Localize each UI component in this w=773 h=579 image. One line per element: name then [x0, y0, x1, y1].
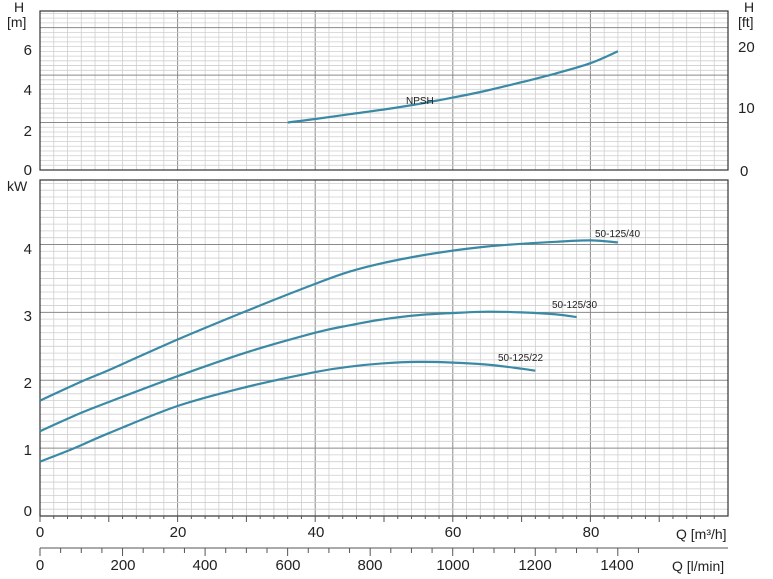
npsh-y-left-label-line1: H [14, 0, 24, 15]
npsh-y-left-tick: 2 [24, 123, 32, 140]
x-bottom-tick: 600 [275, 557, 300, 574]
power-panel: kW 0 1 2 3 4 50-125/40 50-125/30 50-125/… [7, 178, 729, 520]
npsh-series-line [287, 50, 619, 124]
npsh-panel-frame [39, 10, 729, 171]
power-series-label: 50-125/40 [595, 229, 640, 240]
npsh-y-left-tick: 4 [24, 82, 32, 99]
x-top-tick: 80 [583, 524, 600, 541]
power-y-tick: 1 [24, 442, 32, 459]
x-bottom-tick: 1200 [518, 557, 551, 574]
power-series-50-125-22-line [39, 360, 536, 463]
x-bottom-tick: 400 [192, 557, 217, 574]
npsh-y-left-tick: 0 [24, 162, 32, 179]
power-series-50-125-40-line [39, 239, 618, 402]
npsh-y-left-label-line2: [m] [7, 14, 26, 30]
x-axes: 0 20 40 60 80 Q [m³/h] 0 200 400 600 800… [36, 516, 728, 574]
x-top-tick: 40 [308, 524, 325, 541]
power-y-label: kW [7, 178, 28, 194]
npsh-y-left-tick: 6 [24, 42, 32, 59]
npsh-y-right-tick: 20 [738, 39, 755, 56]
x-bottom-label: Q [l/min] [672, 558, 724, 574]
power-series-label: 50-125/22 [498, 353, 543, 364]
npsh-y-right-tick: 0 [740, 163, 748, 180]
power-y-tick: 3 [24, 308, 32, 325]
power-series-50-125-30-line [39, 310, 577, 433]
npsh-y-right-label-line1: H [744, 0, 754, 15]
x-top-label: Q [m³/h] [676, 526, 727, 542]
x-bottom-tick: 200 [110, 557, 135, 574]
power-y-tick: 0 [24, 503, 32, 520]
power-y-tick: 4 [24, 241, 32, 258]
x-bottom-tick: 1000 [436, 557, 469, 574]
x-top-tick: 0 [36, 524, 44, 541]
npsh-y-right-label-line2: [ft] [738, 14, 754, 30]
npsh-y-right-tick: 10 [738, 100, 755, 117]
x-top-tick: 60 [445, 524, 462, 541]
x-bottom-tick: 800 [357, 557, 382, 574]
power-series-label: 50-125/30 [552, 300, 597, 311]
x-top-tick: 20 [170, 524, 187, 541]
grid-layer [40, 11, 728, 516]
x-bottom-tick-marks [39, 516, 715, 556]
power-y-tick: 2 [24, 375, 32, 392]
npsh-panel: H [m] H [ft] 0 2 4 6 0 10 20 NPSH [7, 0, 755, 180]
npsh-series-label: NPSH [406, 96, 434, 107]
x-bottom-tick: 0 [36, 557, 44, 574]
x-bottom-tick: 1400 [600, 557, 633, 574]
